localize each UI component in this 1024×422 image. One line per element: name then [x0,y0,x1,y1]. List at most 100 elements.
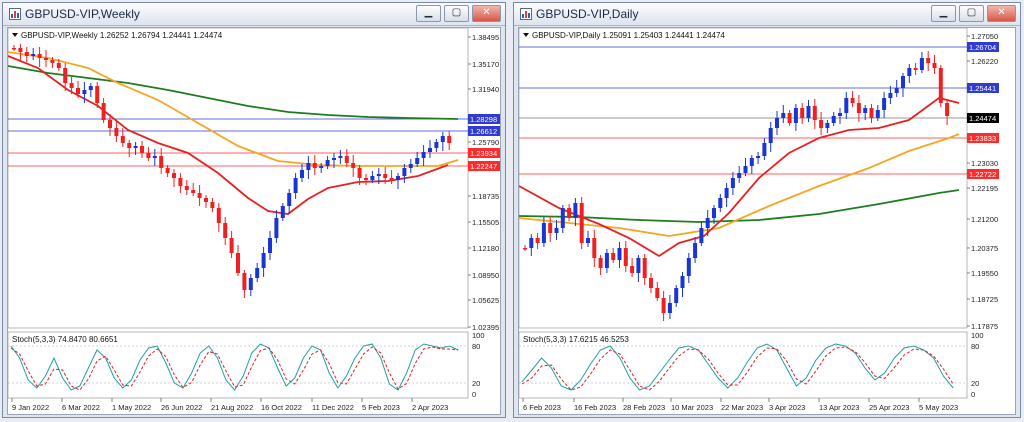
stoch-axis-tick: 100 [971,331,984,340]
candle-body [560,208,565,228]
price-axis-tick: 1.38495 [472,33,499,42]
candle-body [743,166,748,173]
date-axis-tick: 5 Feb 2023 [362,403,400,412]
price-level-tag [468,161,500,171]
candle-body [667,303,672,313]
candle-body [108,120,112,128]
candle-body [838,113,842,116]
candle-body [945,103,950,116]
candle-body [242,273,247,290]
price-level-tag [967,169,999,179]
dropdown-triangle-icon[interactable] [523,33,529,37]
date-axis-tick: 10 Mar 2023 [671,403,713,412]
date-axis-tick: 28 Feb 2023 [623,403,665,412]
candle-body [268,238,272,253]
candle-body [882,98,887,110]
dropdown-triangle-icon[interactable] [12,33,18,37]
candle-body [344,156,349,163]
candle-body [586,238,590,243]
close-button[interactable]: ✕ [987,5,1016,22]
stoch-pane[interactable] [519,331,968,399]
candle-body [699,228,704,243]
symbol-header: GBPUSD-VIP,Daily 1.25091 1.25403 1.24441… [532,31,725,40]
candle-body [913,68,918,70]
stoch-axis-tick: 0 [971,390,975,399]
price-axis-tick: 1.02395 [472,323,499,332]
weekly-chart-area[interactable]: GBPUSD-VIP,Weekly 1.26252 1.26794 1.2444… [7,27,501,415]
candle-body [312,163,317,168]
minimize-button[interactable]: ▁ [416,5,441,22]
candle-body [197,193,202,198]
candle-body [146,153,151,158]
price-level-tag [967,133,999,143]
daily-title-bar[interactable]: GBPUSD-VIP,Daily ▁ ▢ ✕ [514,3,1020,26]
price-axis-tick: 1.26220 [971,57,998,66]
price-axis-tick: 1.15505 [472,218,499,227]
candle-body [712,208,716,218]
candle-body [686,258,691,276]
stoch-axis-tick: 100 [472,331,485,340]
candle-body [434,142,439,148]
candle-body [191,190,196,193]
date-axis-tick: 16 Oct 2022 [261,403,302,412]
price-level-label: 1.25441 [969,84,996,93]
candle-body [114,128,119,136]
candle-body [159,156,164,168]
candle-body [120,136,125,143]
candle-body [293,178,298,193]
weekly-chart-window[interactable]: GBPUSD-VIP,Weekly ▁ ▢ ✕ GBPUSD-VIP,Weekly … [2,2,506,418]
candle-body [357,168,362,178]
candle-body [718,198,723,208]
candle-body [529,238,534,248]
price-level-tag [468,148,500,158]
daily-chart-window[interactable]: GBPUSD-VIP,Daily ▁ ▢ ✕ GBPUSD-VIP,Daily 1.… [513,2,1021,418]
candle-body [875,110,880,118]
date-axis-tick: 16 Feb 2023 [574,403,616,412]
price-level-label: 1.23833 [969,134,996,143]
candle-body [421,152,426,158]
ma-slow-line [519,189,960,223]
candle-body [415,158,420,164]
date-axis-tick: 26 Jun 2022 [161,403,202,412]
candle-body [730,178,735,188]
maximize-button[interactable]: ▢ [444,5,469,22]
symbol-header: GBPUSD-VIP,Weekly 1.26252 1.26794 1.2444… [21,31,223,40]
candle-body [535,238,540,243]
date-axis-tick: 9 Jan 2022 [12,403,49,412]
stoch-main-line [521,343,954,391]
stoch-axis-tick: 20 [472,379,480,388]
date-axis-tick: 22 Mar 2023 [721,403,763,412]
candle-body [793,108,798,123]
candle-body [306,163,311,170]
price-axis-tick: 1.22195 [971,184,998,193]
weekly-title-bar[interactable]: GBPUSD-VIP,Weekly ▁ ▢ ✕ [3,3,505,26]
candle-body [598,258,603,268]
price-axis-tick: 1.05625 [472,296,499,305]
date-axis-tick: 1 May 2022 [112,403,151,412]
stoch-axis-tick: 80 [971,342,979,351]
weekly-chart-canvas[interactable]: GBPUSD-VIP,Weekly 1.26252 1.26794 1.2444… [8,28,500,414]
close-button[interactable]: ✕ [472,5,501,22]
candle-body [287,193,292,206]
candle-body [383,174,388,178]
stoch-axis-tick: 20 [971,379,979,388]
candle-body [806,106,811,118]
candle-body [762,143,767,156]
candle-body [172,173,176,178]
candle-body [255,268,260,278]
price-axis-tick: 1.18735 [472,192,499,201]
price-level-tag [967,83,999,93]
candle-body [351,163,356,168]
maximize-button[interactable]: ▢ [959,5,984,22]
candle-body [184,186,189,190]
candle-body [938,68,943,103]
candle-body [376,174,381,176]
daily-chart-canvas[interactable]: GBPUSD-VIP,Daily 1.25091 1.25403 1.24441… [519,28,1015,414]
price-pane[interactable] [519,28,968,329]
minimize-button[interactable]: ▁ [931,5,956,22]
candle-body [95,86,100,103]
price-level-label: 1.28298 [470,115,497,124]
price-level-tag [967,42,999,52]
daily-chart-area[interactable]: GBPUSD-VIP,Daily 1.25091 1.25403 1.24441… [518,27,1016,415]
stoch-pane[interactable] [8,331,469,399]
